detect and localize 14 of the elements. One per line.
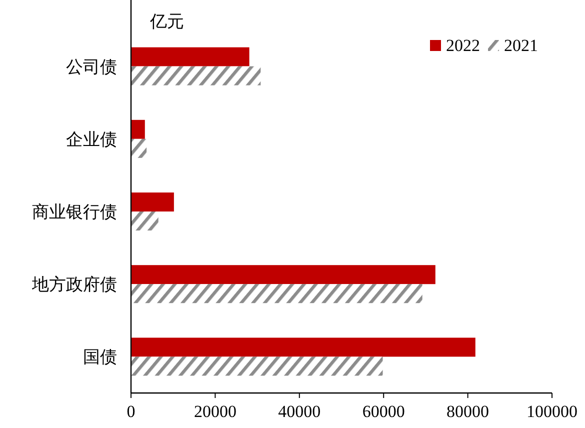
y-tick-label: 企业债	[66, 130, 117, 149]
y-tick-label: 公司债	[66, 57, 117, 76]
y-tick-label: 地方政府债	[31, 275, 117, 294]
y-tick-label: 国债	[83, 348, 117, 367]
y-tick-label: 商业银行债	[32, 202, 117, 222]
x-tick-label: 60000	[362, 402, 405, 421]
x-tick-label: 80000	[446, 402, 490, 421]
x-tick-label: 100000	[526, 402, 578, 421]
legend-label: 2022	[446, 36, 480, 55]
x-tick-label: 20000	[194, 402, 236, 421]
x-tick-label: 0	[126, 402, 136, 421]
x-tick-label: 40000	[278, 402, 321, 421]
legend-label: 2021	[504, 36, 538, 55]
x-axis-title: 亿元	[149, 12, 184, 31]
